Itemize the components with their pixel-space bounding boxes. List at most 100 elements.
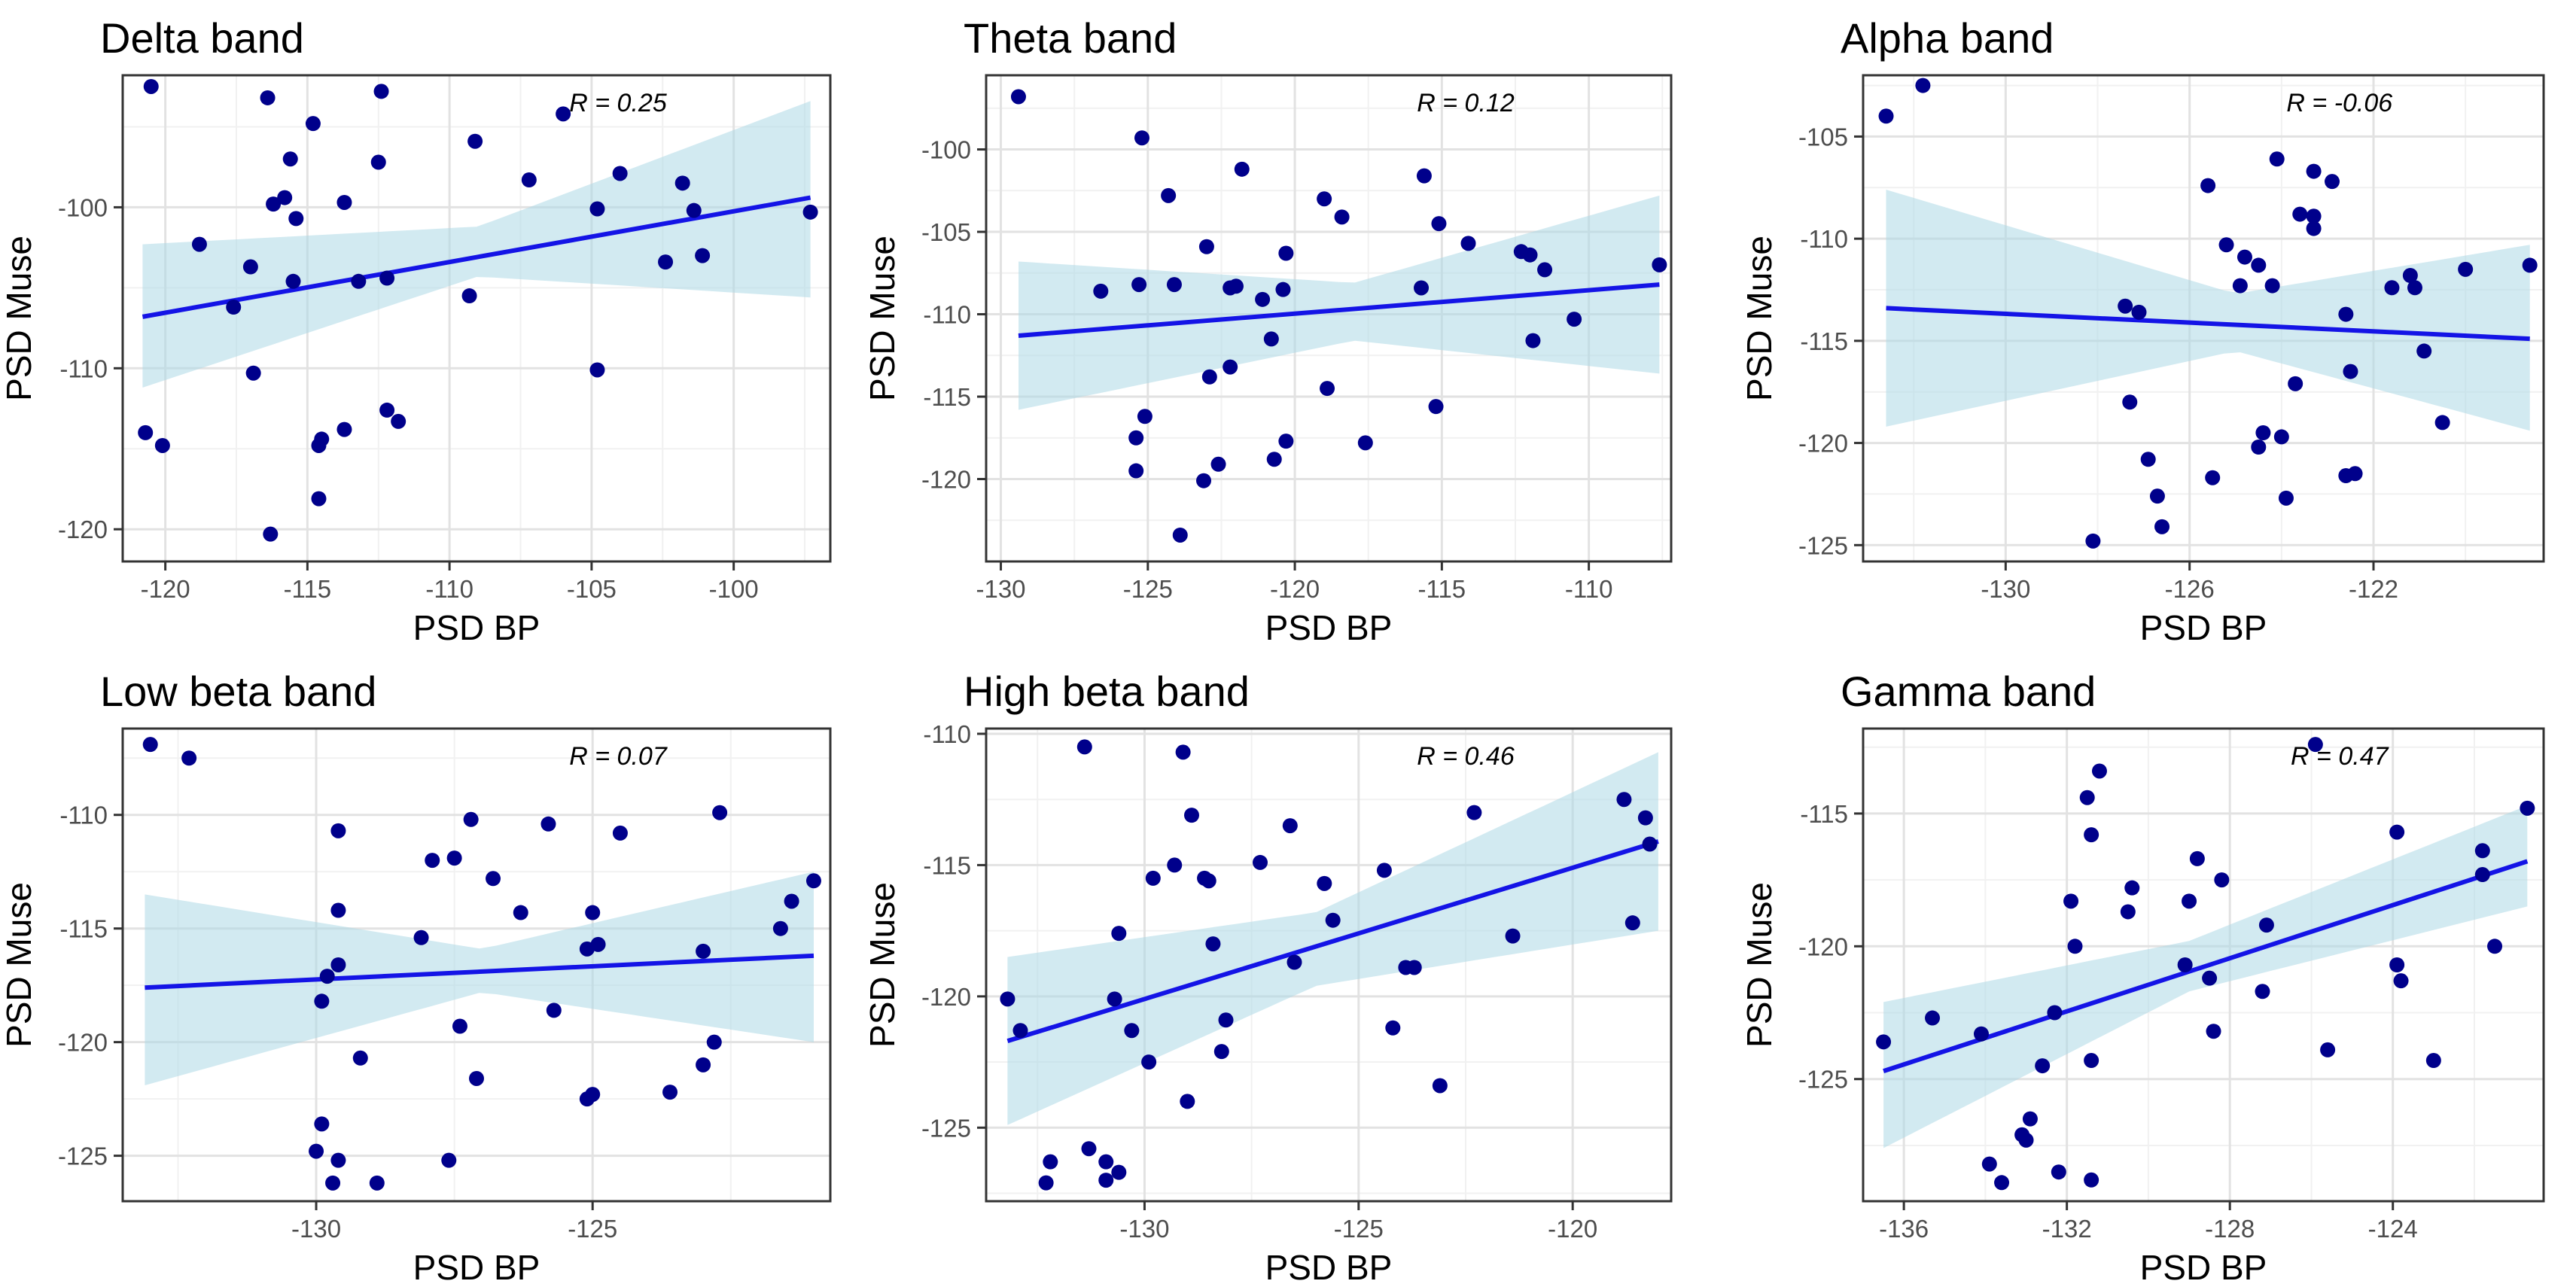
data-point [2425, 1053, 2441, 1069]
data-point [2063, 893, 2079, 909]
data-point [1234, 161, 1250, 177]
data-point [1213, 1044, 1229, 1060]
data-point [181, 750, 197, 766]
data-point [2214, 872, 2230, 888]
y-tick-label: -115 [923, 851, 971, 879]
correlation-label: R = 0.07 [569, 742, 668, 771]
x-axis-title: PSD BP [2140, 608, 2267, 647]
data-point [2079, 790, 2095, 805]
confidence-band [1007, 752, 1658, 1125]
plot-frame [121, 727, 832, 1203]
data-point [2051, 1164, 2066, 1180]
data-point [695, 248, 711, 263]
data-point [2343, 364, 2358, 379]
data-point [2205, 470, 2221, 485]
y-axis-title: PSD Muse [863, 236, 902, 401]
data-point [1223, 359, 1238, 375]
data-point [1325, 912, 1341, 928]
data-point [2338, 306, 2354, 322]
chart-panel-2: -130 -125 -120 -115 -110 -120 -115 -110 -105 -100… [863, 14, 1673, 647]
data-point [1098, 1173, 1114, 1188]
data-point [1567, 312, 1582, 327]
data-point [242, 259, 258, 275]
chart-title: Gamma band [1841, 668, 2096, 715]
data-point [1466, 805, 1482, 820]
data-point [1637, 810, 1653, 826]
data-point [2047, 1005, 2063, 1021]
data-point [2118, 298, 2133, 314]
y-axis-title: PSD Muse [863, 882, 902, 1048]
data-point [1994, 1175, 2010, 1191]
data-point [319, 969, 335, 984]
data-point [1428, 399, 1444, 415]
data-point [263, 526, 279, 542]
data-point [2434, 415, 2450, 431]
data-point [1175, 744, 1191, 760]
data-point [2131, 304, 2147, 320]
x-tick-label: -110 [1565, 575, 1613, 603]
x-axis-title: PSD BP [1265, 1248, 1393, 1287]
data-point [521, 172, 537, 188]
plot-frame [985, 74, 1673, 563]
data-point [589, 201, 605, 217]
data-point [2091, 763, 2107, 779]
data-point [2200, 178, 2216, 193]
data-point [2347, 466, 2363, 482]
data-point [2288, 376, 2303, 391]
y-tick-label: -110 [923, 720, 971, 748]
y-tick-label: -125 [1798, 1066, 1848, 1094]
chart-panel-1: -120 -115 -110 -105 -100 -120 -110 -100 Delta ba… [0, 14, 832, 647]
data-point [1925, 1010, 1941, 1026]
data-point [1172, 527, 1188, 543]
data-point [1134, 130, 1149, 146]
data-point [266, 196, 282, 212]
data-point [2085, 533, 2101, 549]
y-tick-label: -115 [1800, 800, 1848, 828]
data-point [2384, 280, 2400, 296]
x-tick-label: -125 [1334, 1215, 1384, 1243]
data-point [712, 805, 728, 820]
y-axis-title: PSD Muse [1740, 882, 1779, 1048]
data-point [2474, 843, 2490, 859]
x-tick-label: -126 [2165, 575, 2215, 603]
data-point [2402, 268, 2418, 283]
x-tick-label: -124 [2368, 1215, 2418, 1243]
y-tick-label: -110 [923, 301, 971, 329]
x-tick-label: -128 [2205, 1215, 2255, 1243]
data-point [379, 270, 395, 286]
x-tick-label: -132 [2042, 1215, 2092, 1243]
data-point [260, 90, 276, 105]
correlation-label: R = 0.12 [1417, 89, 1515, 117]
data-point [2206, 1024, 2221, 1039]
x-tick-label: -110 [425, 575, 473, 603]
data-point [154, 437, 170, 453]
regression-line [1006, 839, 1659, 1044]
data-point [1525, 333, 1541, 348]
data-point [1266, 452, 1282, 467]
data-point [1320, 381, 1335, 397]
data-point [446, 850, 462, 866]
data-point [784, 893, 799, 909]
data-point [2182, 893, 2197, 909]
data-point [2189, 850, 2205, 866]
data-point [463, 811, 479, 827]
data-point [1111, 1164, 1127, 1180]
data-point [1137, 409, 1153, 424]
data-point [590, 936, 606, 952]
data-point [802, 204, 818, 220]
data-point [2407, 280, 2422, 296]
plot-frame [121, 74, 832, 563]
chart-title: Alpha band [1841, 14, 2054, 62]
data-point [2084, 1053, 2099, 1069]
data-point [1253, 854, 1268, 870]
data-point [696, 1057, 711, 1072]
x-tick-label: -105 [567, 575, 617, 603]
x-tick-label: -125 [568, 1215, 617, 1243]
y-tick-label: -110 [59, 354, 108, 382]
y-tick-label: -120 [921, 983, 971, 1011]
data-point [282, 151, 298, 167]
data-point [314, 431, 330, 447]
data-point [1357, 435, 1373, 451]
chart-title: Theta band [964, 14, 1177, 62]
